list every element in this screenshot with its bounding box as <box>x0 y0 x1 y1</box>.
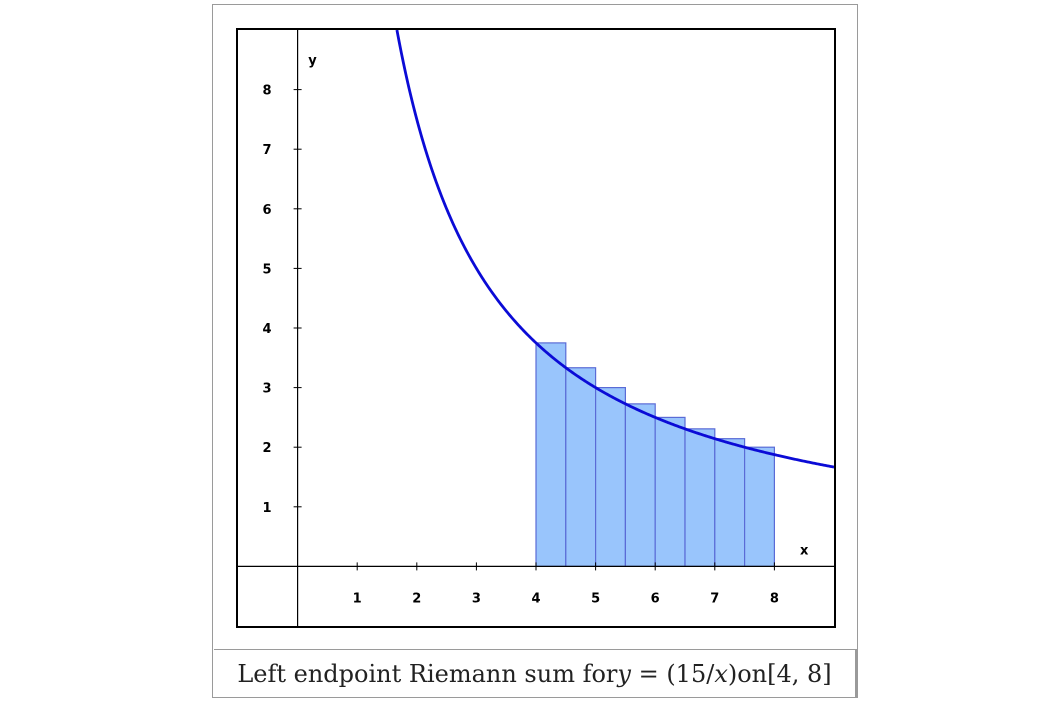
y-tick-label-6: 6 <box>263 203 272 218</box>
x-axis-label: x <box>800 543 809 558</box>
x-tick-label-5: 5 <box>591 591 600 606</box>
riemann-rect-4 <box>624 403 656 567</box>
caption-interval: [4, 8] <box>767 659 832 688</box>
caption-equals: = (15/ <box>630 659 715 688</box>
plot-frame: 1 2 3 4 5 6 7 8 1 2 3 4 5 6 7 8 x y <box>236 28 836 628</box>
caption-close: ) <box>727 659 738 688</box>
y-tick-label-3: 3 <box>263 382 272 397</box>
x-tick-label-3: 3 <box>472 591 481 606</box>
riemann-rect-6 <box>684 428 716 567</box>
riemann-rect-8 <box>744 446 776 568</box>
riemann-rectangles <box>535 342 776 568</box>
y-axis-label: y <box>308 54 317 69</box>
figure: 1 2 3 4 5 6 7 8 1 2 3 4 5 6 7 8 x y Left endpoint Riemann… <box>212 4 858 698</box>
curve-layer <box>395 30 834 469</box>
x-tick-label-1: 1 <box>353 591 362 606</box>
axes <box>238 30 834 626</box>
riemann-rect-1 <box>535 342 567 567</box>
x-tick-label-2: 2 <box>412 591 421 606</box>
x-tick-label-7: 7 <box>710 591 719 606</box>
y-tick-label-4: 4 <box>263 322 272 337</box>
y-tick-label-7: 7 <box>263 143 272 158</box>
riemann-rect-5 <box>654 416 686 567</box>
caption-var-x: x <box>714 659 728 688</box>
x-tick-label-8: 8 <box>770 591 779 606</box>
caption-formula: y = (15/x) <box>617 660 737 688</box>
x-tick-label-4: 4 <box>531 591 540 606</box>
figure-caption: Left endpoint Riemann sum for y = (15/x)… <box>214 649 857 697</box>
x-tick-label-6: 6 <box>651 591 660 606</box>
riemann-sum-chart: 1 2 3 4 5 6 7 8 1 2 3 4 5 6 7 8 x y <box>238 30 834 626</box>
y-tick-label-1: 1 <box>263 501 272 516</box>
caption-var-y: y <box>617 659 631 688</box>
y-tick-label-8: 8 <box>263 84 272 99</box>
riemann-rect-2 <box>565 367 597 568</box>
curve-15-over-x <box>395 30 834 469</box>
caption-prefix: Left endpoint Riemann sum for <box>237 659 618 688</box>
y-tick-label-5: 5 <box>263 262 272 277</box>
tick-labels: 1 2 3 4 5 6 7 8 1 2 3 4 5 6 7 8 x y <box>263 54 809 607</box>
caption-middle: on <box>737 659 768 688</box>
riemann-rect-3 <box>595 387 627 568</box>
riemann-rect-7 <box>714 438 746 567</box>
y-tick-label-2: 2 <box>263 441 272 456</box>
